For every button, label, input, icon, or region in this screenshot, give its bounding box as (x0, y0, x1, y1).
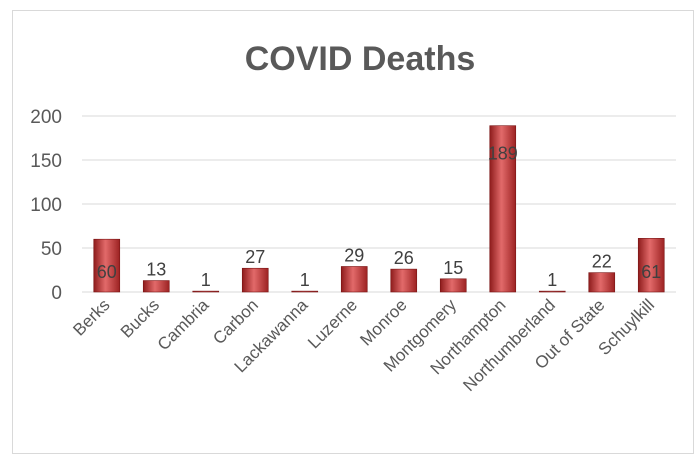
gridlines (82, 115, 676, 293)
bar (489, 125, 517, 293)
x-tick-label: Cambria (154, 295, 213, 354)
y-tick-label: 200 (30, 107, 62, 128)
bar (291, 290, 319, 293)
data-label: 1 (300, 270, 310, 290)
bar (241, 267, 269, 293)
bar (340, 266, 368, 293)
y-tick-label: 50 (41, 239, 62, 260)
data-label: 27 (245, 247, 265, 267)
data-label: 29 (344, 245, 364, 265)
x-axis: Berks BucksCambriaCarbonLackawannaLuzerne… (69, 295, 658, 395)
x-tick-label: Luzerne (304, 295, 361, 352)
chart-frame (12, 10, 694, 454)
data-label: 1 (201, 270, 211, 290)
data-label: 60 (97, 262, 117, 282)
bar (637, 238, 665, 293)
x-tick-label: Bucks (117, 295, 163, 341)
y-axis: 0 50 100 150 200 (30, 107, 62, 304)
bar (588, 272, 616, 293)
bar (192, 290, 220, 293)
bars (93, 125, 665, 293)
data-labels: 60 13 1 27 1 29 26 15 189 1 22 61 (97, 144, 662, 290)
data-label: 189 (488, 144, 518, 164)
data-label: 13 (146, 260, 166, 280)
data-label: 15 (443, 258, 463, 278)
data-label: 1 (547, 270, 557, 290)
y-tick-label: 0 (51, 283, 62, 304)
bar (93, 238, 121, 293)
bar (142, 280, 170, 293)
chart-title: COVID Deaths (245, 40, 476, 78)
data-label: 26 (394, 248, 414, 268)
bar (538, 290, 566, 293)
y-tick-label: 100 (30, 195, 62, 216)
x-tick-label: Berks (69, 295, 113, 339)
y-tick-label: 150 (30, 151, 62, 172)
bar (439, 278, 467, 293)
data-label: 61 (641, 262, 661, 282)
bar (390, 268, 418, 293)
data-label: 22 (592, 252, 612, 272)
